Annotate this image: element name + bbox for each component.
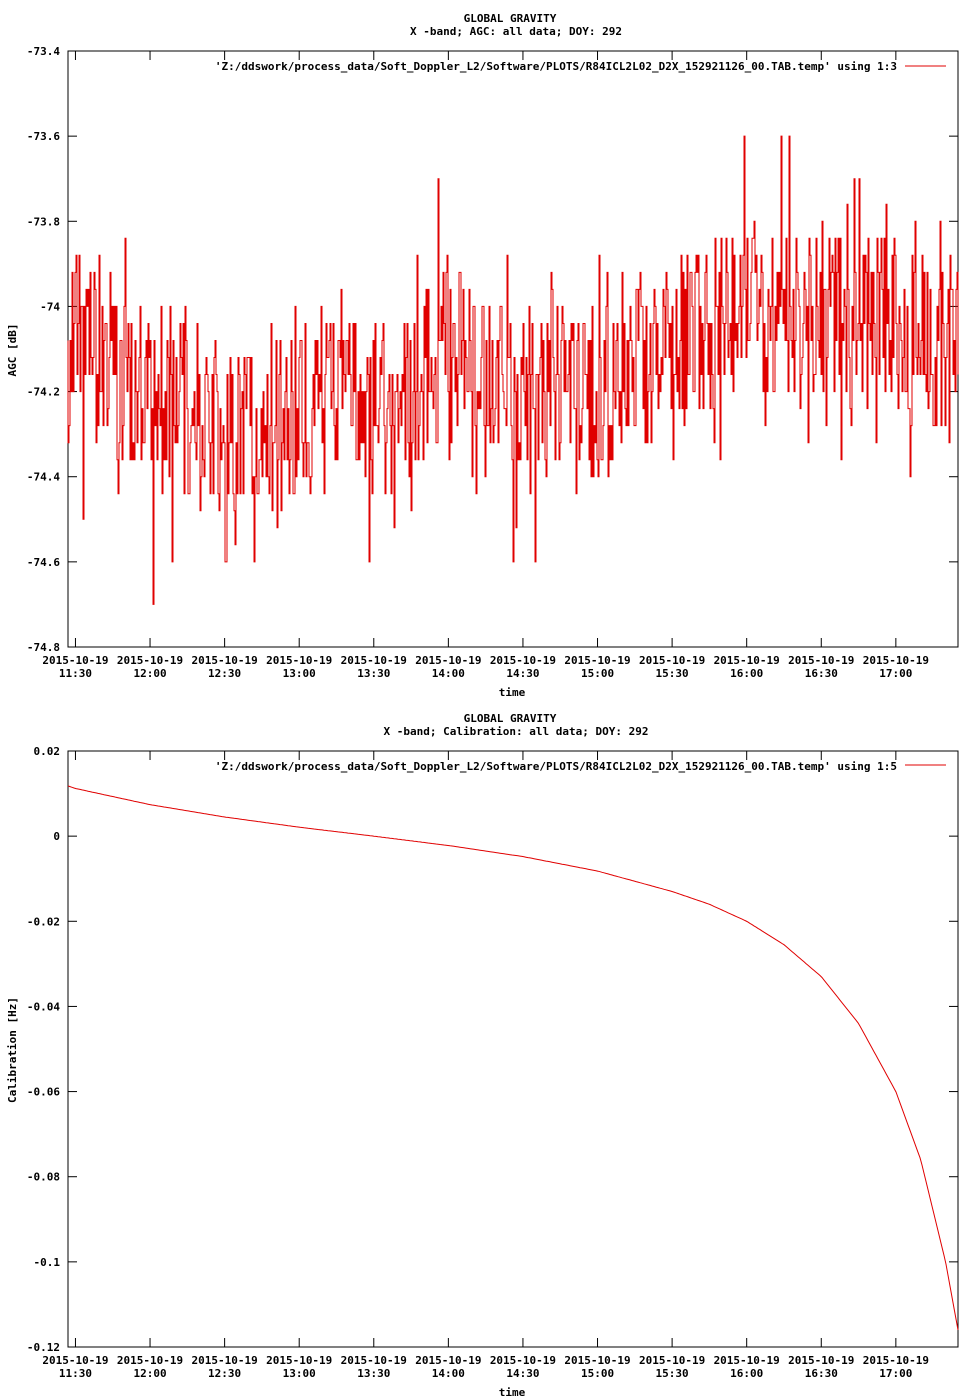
agc-y-tick-label: -73.4	[27, 45, 60, 58]
agc-y-tick-label: -74.6	[27, 556, 60, 569]
calibration-x-tick-date: 2015-10-19	[192, 1354, 258, 1367]
agc-x-tick-time: 15:30	[656, 667, 689, 680]
calibration-y-tick-label: 0.02	[34, 745, 61, 758]
calibration-x-tick-time: 15:00	[581, 1367, 614, 1380]
agc-y-tick-label: -74.4	[27, 471, 60, 484]
agc-chart-ylabel: AGC [dB]	[6, 324, 19, 377]
calibration-x-tick-time: 12:30	[208, 1367, 241, 1380]
agc-x-tick-time: 17:00	[879, 667, 912, 680]
agc-series-line	[67, 135, 959, 605]
agc-chart-title: GLOBAL GRAVITY	[464, 12, 557, 25]
calibration-y-tick-label: -0.04	[27, 1000, 60, 1013]
agc-x-tick-time: 11:30	[59, 667, 92, 680]
calibration-x-tick-time: 16:00	[730, 1367, 763, 1380]
agc-y-tick-label: -74	[40, 300, 60, 313]
agc-x-tick-date: 2015-10-19	[117, 654, 183, 667]
agc-x-tick-date: 2015-10-19	[415, 654, 481, 667]
calibration-x-tick-time: 17:00	[879, 1367, 912, 1380]
agc-x-tick-time: 16:30	[805, 667, 838, 680]
calibration-x-tick-time: 16:30	[805, 1367, 838, 1380]
agc-x-tick-date: 2015-10-19	[714, 654, 780, 667]
calibration-x-tick-date: 2015-10-19	[788, 1354, 854, 1367]
calibration-chart-subtitle: X -band; Calibration: all data; DOY: 292	[384, 725, 649, 738]
agc-x-tick-date: 2015-10-19	[564, 654, 630, 667]
agc-x-tick-date: 2015-10-19	[341, 654, 407, 667]
agc-x-tick-time: 13:00	[283, 667, 316, 680]
agc-chart-xlabel: time	[499, 686, 526, 699]
calibration-x-tick-date: 2015-10-19	[341, 1354, 407, 1367]
calibration-chart-ylabel: Calibration [Hz]	[6, 997, 19, 1103]
agc-x-tick-time: 14:30	[506, 667, 539, 680]
agc-legend-label: 'Z:/ddswork/process_data/Soft_Doppler_L2…	[215, 60, 897, 73]
agc-x-tick-date: 2015-10-19	[266, 654, 332, 667]
calibration-chart-xlabel: time	[499, 1386, 526, 1399]
agc-x-tick-date: 2015-10-19	[490, 654, 556, 667]
calibration-y-tick-label: -0.1	[34, 1256, 61, 1269]
calibration-x-tick-date: 2015-10-19	[117, 1354, 183, 1367]
agc-y-tick-label: -73.6	[27, 130, 60, 143]
agc-chart-subtitle: X -band; AGC: all data; DOY: 292	[410, 25, 622, 38]
calibration-x-tick-date: 2015-10-19	[490, 1354, 556, 1367]
calibration-legend-label: 'Z:/ddswork/process_data/Soft_Doppler_L2…	[215, 760, 897, 773]
agc-x-tick-date: 2015-10-19	[639, 654, 705, 667]
calibration-x-tick-date: 2015-10-19	[714, 1354, 780, 1367]
agc-x-tick-time: 14:00	[432, 667, 465, 680]
calibration-y-tick-label: -0.08	[27, 1171, 60, 1184]
calibration-x-tick-date: 2015-10-19	[266, 1354, 332, 1367]
calibration-x-tick-time: 12:00	[133, 1367, 166, 1380]
calibration-x-tick-date: 2015-10-19	[415, 1354, 481, 1367]
calibration-chart-title: GLOBAL GRAVITY	[464, 712, 557, 725]
calibration-x-tick-time: 11:30	[59, 1367, 92, 1380]
agc-x-tick-time: 15:00	[581, 667, 614, 680]
agc-y-tick-label: -74.2	[27, 386, 60, 399]
calibration-x-tick-time: 14:00	[432, 1367, 465, 1380]
calibration-x-tick-date: 2015-10-19	[863, 1354, 929, 1367]
agc-x-tick-date: 2015-10-19	[788, 654, 854, 667]
calibration-x-tick-time: 14:30	[506, 1367, 539, 1380]
agc-x-tick-time: 16:00	[730, 667, 763, 680]
agc-x-tick-time: 13:30	[357, 667, 390, 680]
calibration-x-tick-date: 2015-10-19	[42, 1354, 108, 1367]
calibration-x-tick-time: 13:00	[283, 1367, 316, 1380]
agc-y-tick-label: -74.8	[27, 641, 60, 654]
calibration-x-tick-date: 2015-10-19	[564, 1354, 630, 1367]
agc-x-tick-date: 2015-10-19	[192, 654, 258, 667]
agc-x-tick-date: 2015-10-19	[42, 654, 108, 667]
agc-x-tick-time: 12:30	[208, 667, 241, 680]
calibration-x-tick-time: 15:30	[656, 1367, 689, 1380]
calibration-plot-frame	[67, 750, 959, 1348]
calibration-x-tick-time: 13:30	[357, 1367, 390, 1380]
agc-x-tick-date: 2015-10-19	[863, 654, 929, 667]
agc-y-tick-label: -73.8	[27, 215, 60, 228]
agc-x-tick-time: 12:00	[133, 667, 166, 680]
calibration-y-tick-label: -0.06	[27, 1086, 60, 1099]
calibration-y-tick-label: -0.02	[27, 915, 60, 928]
calibration-y-tick-label: 0	[53, 830, 60, 843]
agc-chart: GLOBAL GRAVITY X -band; AGC: all data; D…	[6, 12, 959, 699]
calibration-chart: GLOBAL GRAVITY X -band; Calibration: all…	[6, 712, 959, 1399]
calibration-series-line	[67, 785, 959, 1331]
calibration-y-tick-label: -0.12	[27, 1341, 60, 1354]
calibration-x-tick-date: 2015-10-19	[639, 1354, 705, 1367]
